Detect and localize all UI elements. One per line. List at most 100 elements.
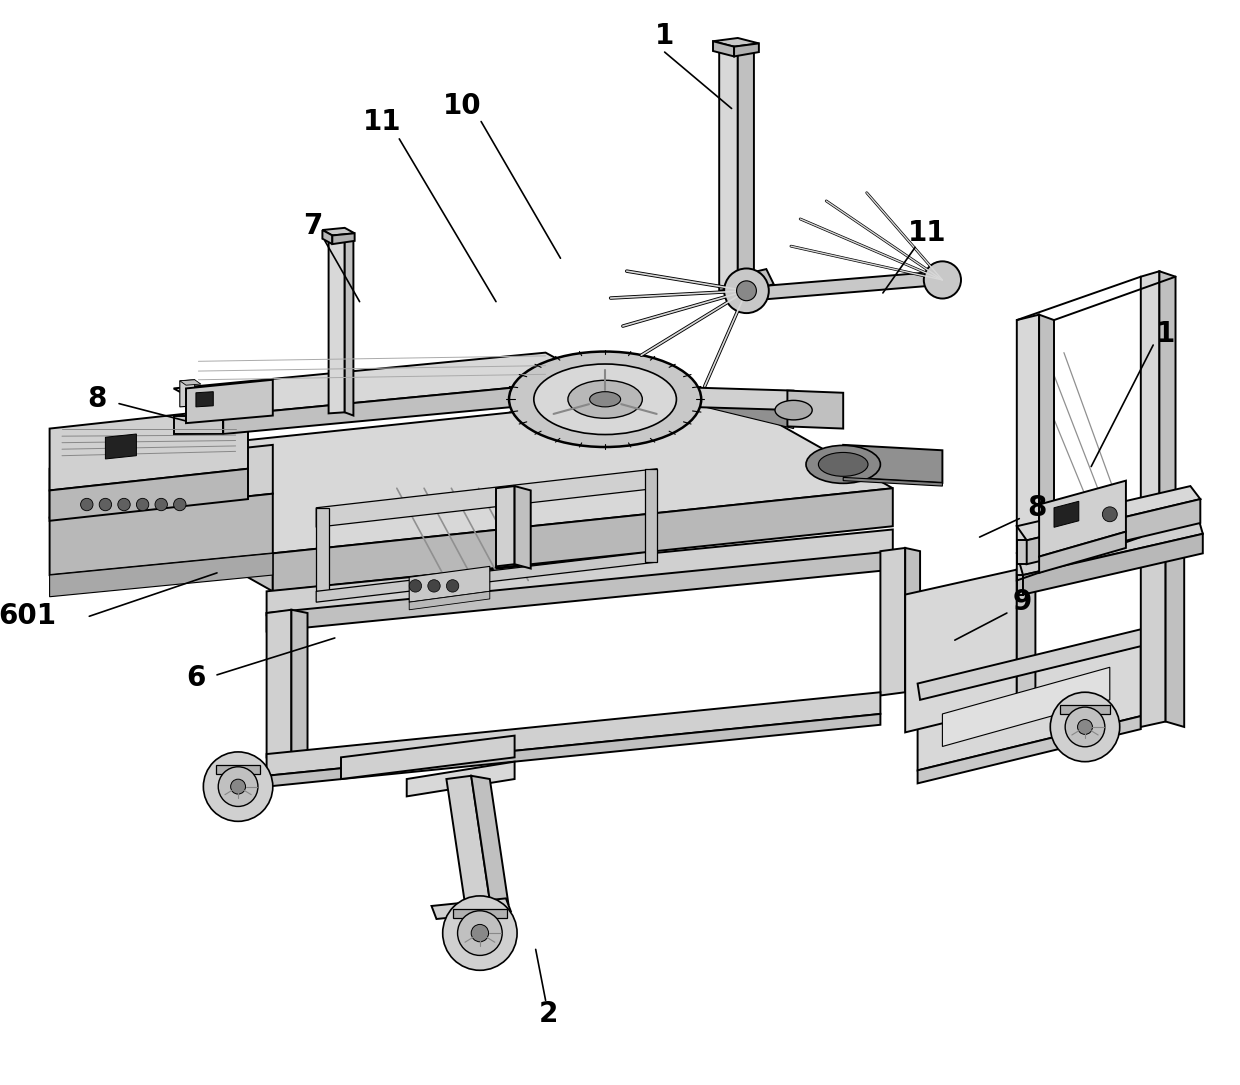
Polygon shape: [905, 548, 920, 695]
Polygon shape: [1017, 570, 1035, 711]
Polygon shape: [50, 553, 273, 597]
Polygon shape: [905, 570, 1017, 732]
Polygon shape: [186, 380, 273, 423]
Polygon shape: [942, 667, 1110, 746]
Polygon shape: [180, 380, 201, 385]
Polygon shape: [1039, 481, 1126, 557]
Polygon shape: [1017, 486, 1200, 540]
Polygon shape: [322, 228, 355, 235]
Polygon shape: [180, 380, 195, 407]
Polygon shape: [1023, 534, 1203, 595]
Polygon shape: [682, 385, 794, 429]
Polygon shape: [734, 43, 759, 56]
Polygon shape: [332, 233, 355, 244]
Polygon shape: [409, 591, 490, 610]
Circle shape: [155, 498, 167, 511]
Polygon shape: [50, 407, 248, 490]
Ellipse shape: [818, 452, 868, 476]
Text: 11: 11: [362, 107, 402, 136]
Ellipse shape: [508, 352, 702, 447]
Polygon shape: [50, 469, 248, 521]
Polygon shape: [787, 391, 843, 429]
Text: 2: 2: [538, 1000, 558, 1029]
Polygon shape: [713, 41, 734, 56]
Circle shape: [443, 896, 517, 970]
Ellipse shape: [590, 392, 621, 407]
Polygon shape: [267, 692, 880, 776]
Circle shape: [737, 281, 756, 301]
Polygon shape: [99, 456, 273, 591]
Circle shape: [218, 767, 258, 806]
Polygon shape: [267, 714, 880, 787]
Polygon shape: [223, 380, 595, 434]
Polygon shape: [196, 392, 213, 407]
Polygon shape: [1141, 271, 1159, 537]
Polygon shape: [341, 736, 515, 779]
Polygon shape: [1039, 532, 1126, 573]
Polygon shape: [407, 762, 515, 796]
Polygon shape: [1027, 499, 1200, 564]
Polygon shape: [345, 235, 353, 416]
Text: 1: 1: [1156, 320, 1176, 348]
Polygon shape: [734, 269, 774, 292]
Polygon shape: [99, 391, 893, 553]
Polygon shape: [918, 716, 1141, 783]
Polygon shape: [267, 551, 893, 631]
Polygon shape: [409, 566, 490, 602]
Polygon shape: [918, 629, 1143, 700]
Circle shape: [1065, 707, 1105, 746]
Text: 11: 11: [908, 219, 947, 247]
Polygon shape: [1017, 575, 1023, 595]
Text: 8: 8: [87, 385, 107, 413]
Polygon shape: [713, 38, 759, 47]
Polygon shape: [880, 548, 905, 695]
Polygon shape: [174, 416, 223, 434]
Circle shape: [203, 752, 273, 821]
Circle shape: [231, 779, 246, 794]
Polygon shape: [719, 49, 738, 291]
Polygon shape: [1141, 542, 1166, 727]
Polygon shape: [1017, 512, 1203, 575]
Polygon shape: [322, 230, 332, 244]
Polygon shape: [1166, 542, 1184, 727]
Polygon shape: [453, 909, 507, 918]
Polygon shape: [738, 49, 754, 291]
Polygon shape: [1159, 271, 1176, 537]
Circle shape: [1102, 507, 1117, 522]
Circle shape: [118, 498, 130, 511]
Circle shape: [458, 910, 502, 956]
Polygon shape: [1017, 540, 1027, 564]
Polygon shape: [316, 469, 657, 527]
Polygon shape: [50, 445, 273, 518]
Text: 10: 10: [443, 92, 482, 120]
Polygon shape: [434, 380, 796, 410]
Text: 8: 8: [1027, 494, 1047, 522]
Circle shape: [1078, 719, 1092, 735]
Polygon shape: [446, 776, 490, 904]
Polygon shape: [273, 488, 893, 591]
Text: 1: 1: [655, 22, 675, 50]
Polygon shape: [291, 610, 308, 757]
Ellipse shape: [568, 381, 642, 418]
Ellipse shape: [775, 400, 812, 420]
Circle shape: [471, 924, 489, 942]
Circle shape: [1050, 692, 1120, 762]
Polygon shape: [174, 353, 595, 416]
Circle shape: [81, 498, 93, 511]
Polygon shape: [316, 551, 657, 602]
Polygon shape: [744, 271, 949, 301]
Circle shape: [174, 498, 186, 511]
Polygon shape: [50, 494, 273, 575]
Circle shape: [409, 579, 422, 592]
Polygon shape: [1017, 315, 1039, 580]
Text: 7: 7: [303, 212, 322, 240]
Polygon shape: [316, 508, 329, 591]
Text: 6: 6: [186, 664, 206, 692]
Polygon shape: [1060, 705, 1110, 714]
Circle shape: [136, 498, 149, 511]
Polygon shape: [432, 898, 511, 919]
Circle shape: [924, 261, 961, 298]
Ellipse shape: [534, 363, 677, 434]
Polygon shape: [1039, 315, 1054, 580]
Circle shape: [99, 498, 112, 511]
